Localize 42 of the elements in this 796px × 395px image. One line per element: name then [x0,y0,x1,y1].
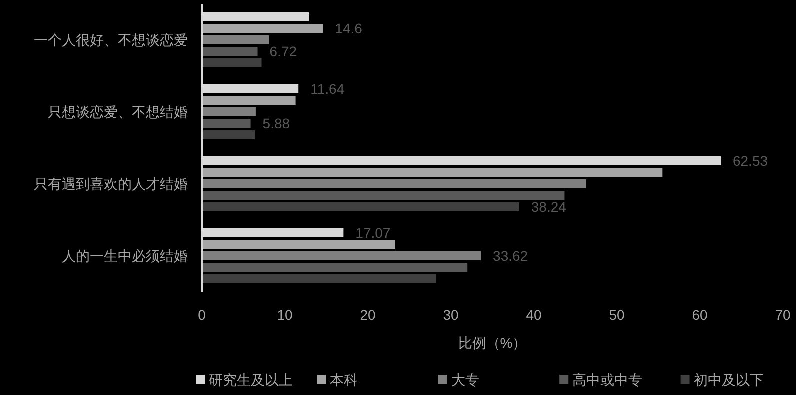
x-tick-label: 0 [198,307,206,323]
bar [202,263,468,272]
data-label: 14.6 [335,20,363,36]
data-label: 6.72 [270,44,298,60]
legend-label: 本科 [330,372,358,388]
legend-label: 研究生及以上 [209,372,293,388]
data-label: 38.24 [531,199,567,215]
bar [202,130,256,140]
legend-label: 初中及以下 [694,372,764,388]
bar [202,274,436,284]
data-label: 33.62 [493,248,528,264]
y-tick-label: 只想谈恋爱、不想结婚 [48,104,188,120]
bar [202,202,520,212]
x-tick-label: 20 [360,307,376,323]
bar [202,191,565,200]
data-label: 17.07 [356,225,391,241]
x-tick-label: 70 [775,307,791,323]
bar [202,58,262,68]
bar [202,168,663,177]
legend-label: 高中或中专 [572,372,643,388]
bar [202,240,396,249]
bar [202,180,586,188]
y-tick-label: 只有遇到喜欢的人才结婚 [34,176,188,192]
y-tick-label: 人的一生中必须结婚 [62,248,188,264]
x-tick-label: 50 [609,307,625,323]
x-tick-label: 30 [443,307,459,323]
x-tick-label: 10 [277,307,293,323]
data-label: 11.64 [310,81,345,97]
bar [202,119,251,128]
data-label: 5.88 [262,116,290,132]
data-label: 62.53 [733,153,768,169]
y-tick-label: 一个人很好、不想谈恋爱 [34,32,188,48]
x-tick-label: 40 [526,307,542,323]
x-axis-title: 比例（%） [458,335,527,351]
bar [202,24,324,33]
bar [202,96,296,105]
bar [202,47,258,56]
bar [202,36,270,44]
bar [202,252,482,260]
bar [202,108,256,116]
legend-label: 大专 [451,372,480,388]
x-tick-label: 60 [692,307,708,323]
